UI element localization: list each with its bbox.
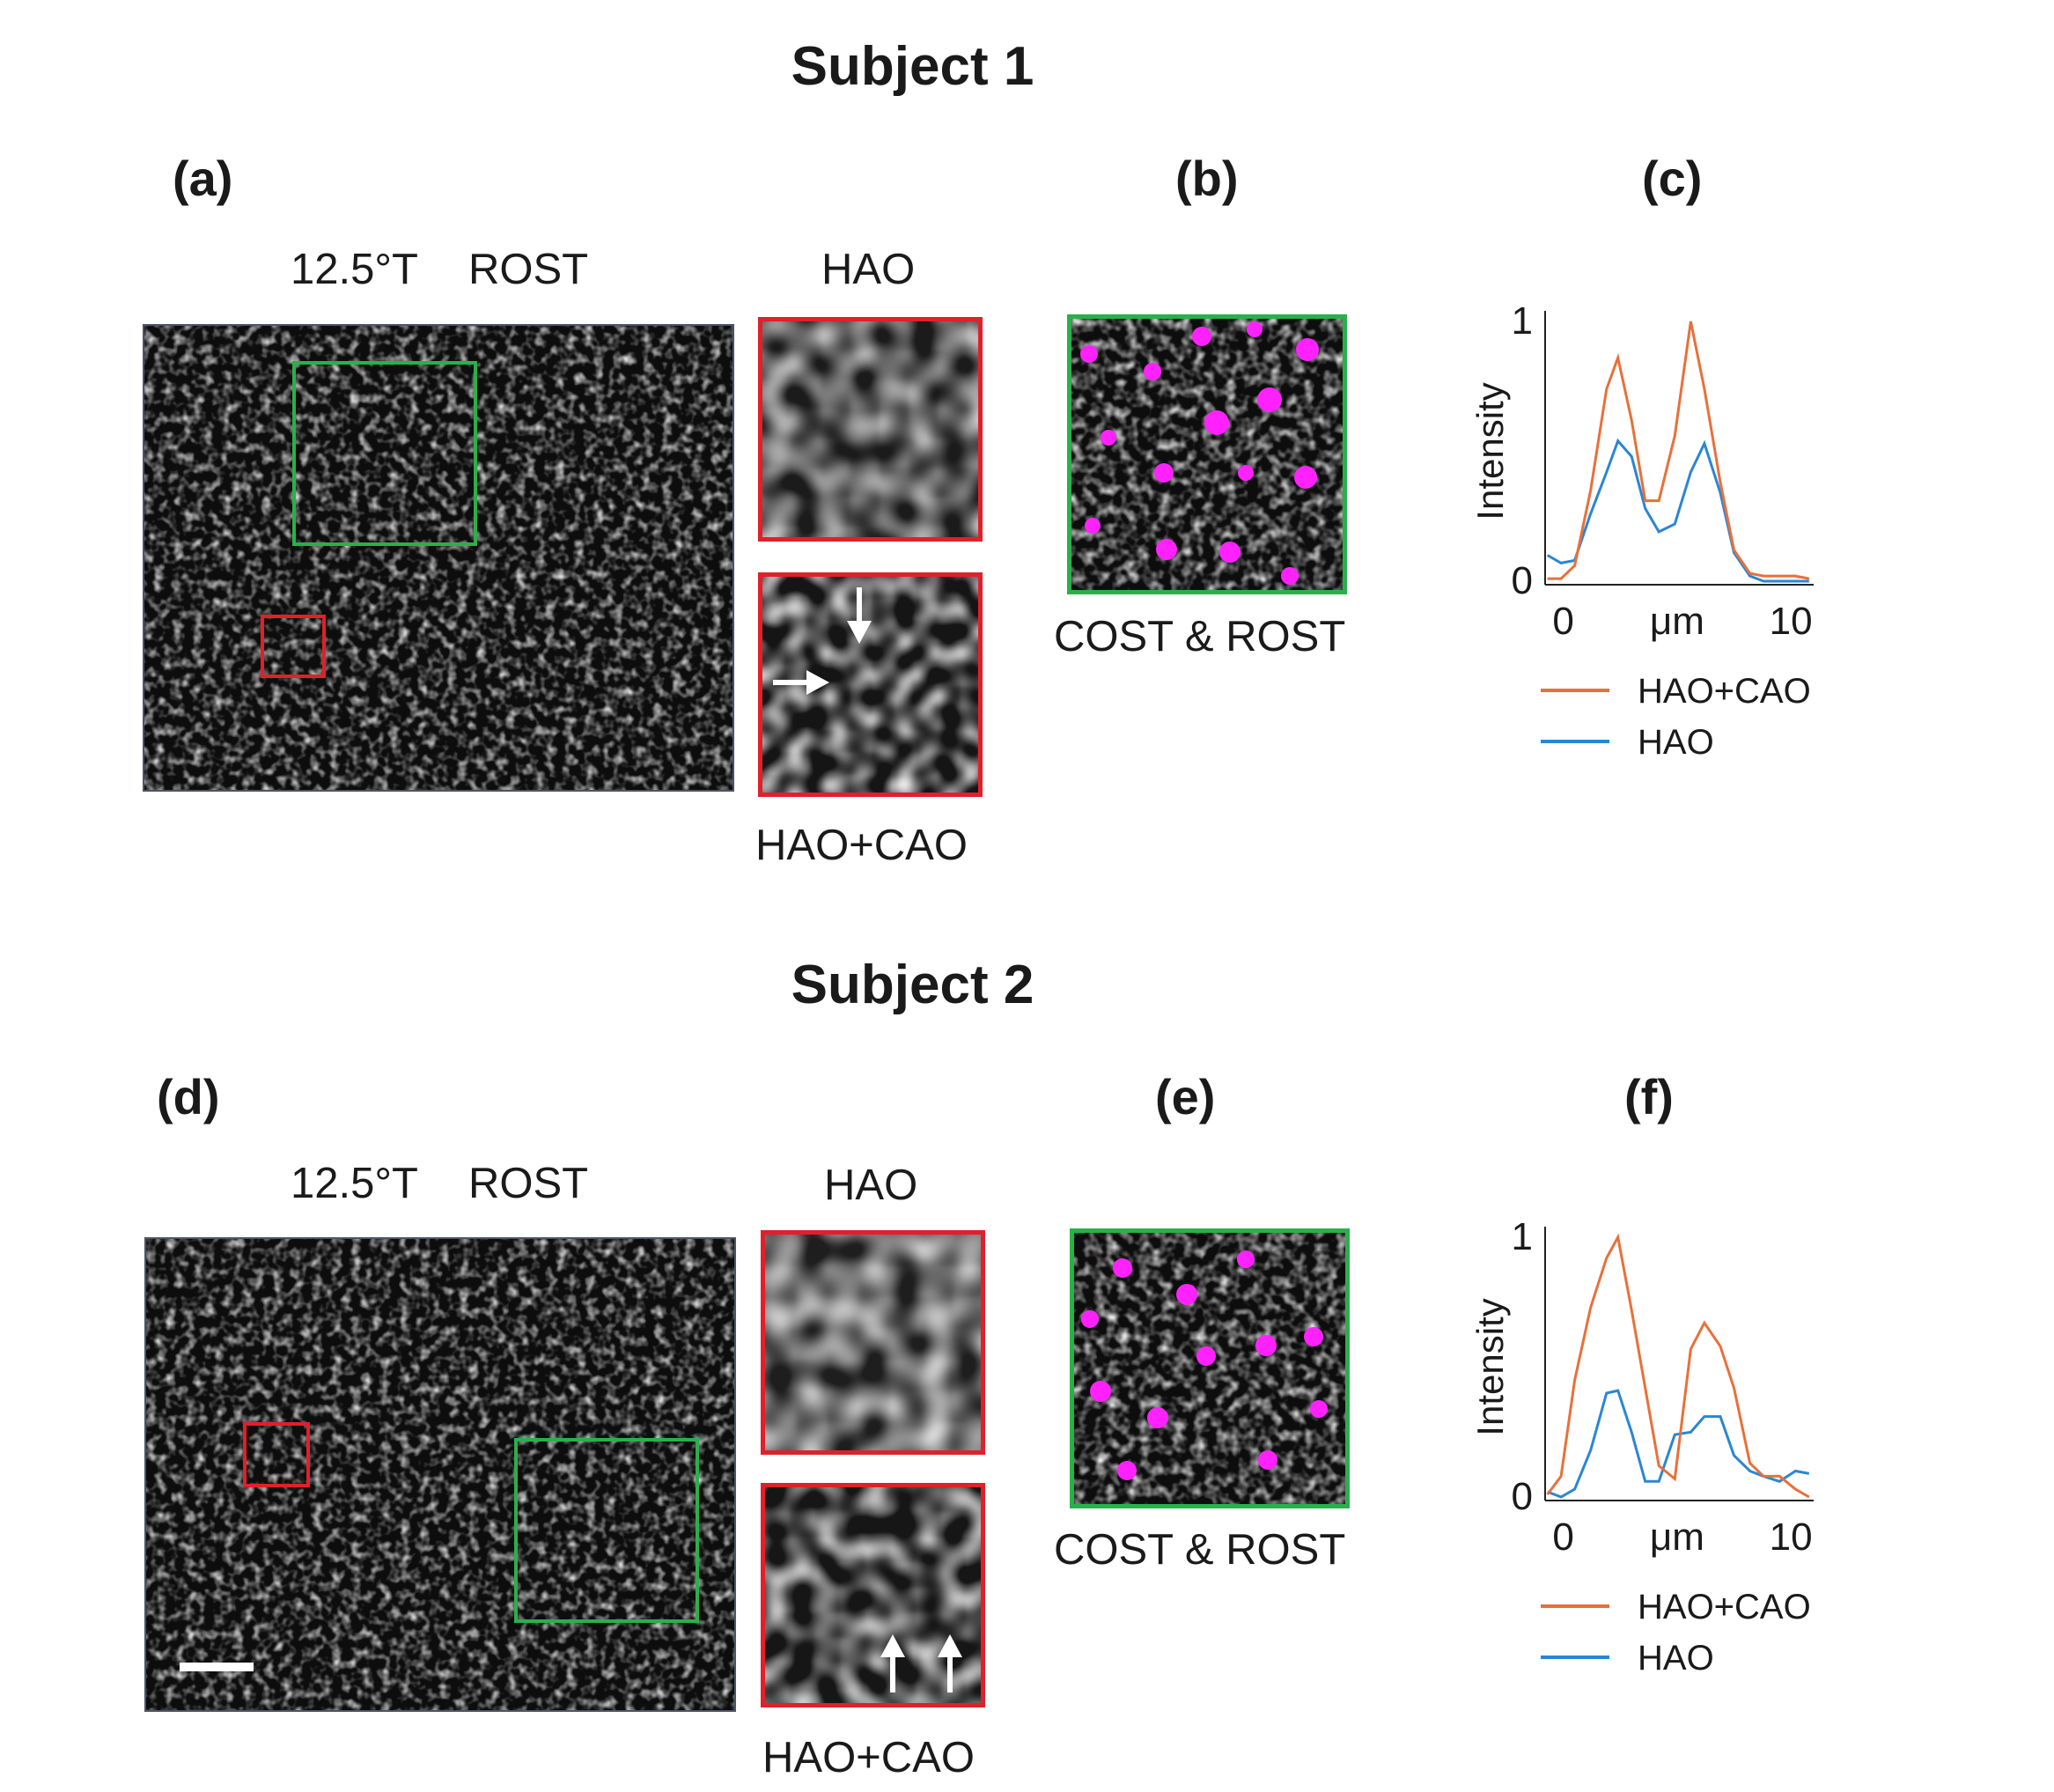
- x-tick-label-max: 10: [1770, 600, 1813, 643]
- overlay-texture: [1074, 1233, 1345, 1504]
- overlay-texture: [1071, 319, 1343, 590]
- legend-entry: HAO: [1638, 1639, 1714, 1678]
- roi-green-box: [514, 1438, 699, 1623]
- x-tick-label-min: 0: [1552, 1515, 1573, 1559]
- arrow-up-icon: [880, 1634, 905, 1692]
- panel-label-c: (c): [1642, 151, 1703, 206]
- y-tick-label-max: 1: [1512, 1215, 1533, 1258]
- inset-texture: [762, 321, 978, 537]
- inset-bottom-label: HAO+CAO: [755, 822, 968, 869]
- panel-label-d: (d): [157, 1069, 220, 1125]
- arrow-right-icon: [773, 670, 829, 695]
- roi-red-box: [261, 615, 326, 678]
- y-tick-label-min: 0: [1512, 1475, 1533, 1518]
- y-axis-label: Intensity: [1469, 382, 1511, 520]
- series-line-hao: [1546, 438, 1809, 583]
- x-axis-label: μm: [1650, 600, 1704, 643]
- x-tick-label-min: 0: [1552, 600, 1573, 643]
- legend-entry: HAO+CAO: [1638, 1588, 1811, 1626]
- panel-label-a: (a): [173, 151, 233, 206]
- inset-texture: [765, 1487, 981, 1703]
- inset-hao-cao-subject1: [758, 572, 983, 797]
- x-tick-label-max: 10: [1770, 1515, 1813, 1559]
- series-line-hao-cao: [1547, 321, 1810, 580]
- layer-label: ROST: [468, 246, 589, 293]
- cone-overlay-subject2: [1070, 1228, 1350, 1508]
- panel-label-f: (f): [1624, 1069, 1674, 1125]
- inset-top-label: HAO: [821, 246, 916, 293]
- overlay-label: COST & ROST: [1054, 613, 1346, 660]
- eccentricity-label: 12.5°T: [291, 246, 418, 293]
- roi-red-box: [243, 1422, 310, 1487]
- y-tick-label-max: 1: [1512, 299, 1533, 343]
- legend-entry: HAO: [1638, 723, 1714, 762]
- overlay-label: COST & ROST: [1054, 1526, 1346, 1574]
- legend-entry: HAO+CAO: [1638, 672, 1811, 711]
- inset-top-label: HAO: [824, 1161, 918, 1209]
- inset-hao-cao-subject2: [761, 1483, 985, 1707]
- subject2-title: Subject 2: [791, 955, 1034, 1015]
- retina-image-subject2: [144, 1237, 736, 1712]
- roi-green-box: [292, 361, 477, 546]
- retina-image-subject1: [143, 324, 734, 792]
- subject1-title: Subject 1: [791, 36, 1034, 97]
- panel-label-b: (b): [1175, 151, 1239, 206]
- inset-hao-subject1: [758, 317, 983, 542]
- inset-hao-subject2: [761, 1230, 985, 1455]
- y-tick-label-min: 0: [1512, 559, 1533, 602]
- arrow-down-icon: [847, 587, 872, 644]
- arrow-up-icon: [938, 1634, 962, 1692]
- cone-overlay-subject1: [1067, 314, 1347, 594]
- x-axis-label: μm: [1650, 1515, 1704, 1559]
- eccentricity-label: 12.5°T: [291, 1160, 418, 1207]
- layer-label: ROST: [468, 1160, 589, 1207]
- inset-bottom-label: HAO+CAO: [762, 1734, 975, 1781]
- series-line-hao-cao: [1546, 1233, 1810, 1499]
- y-axis-label: Intensity: [1469, 1298, 1511, 1435]
- inset-texture: [765, 1235, 981, 1450]
- speckle-texture: [144, 326, 733, 790]
- panel-label-e: (e): [1155, 1069, 1216, 1125]
- scale-bar: [180, 1663, 254, 1671]
